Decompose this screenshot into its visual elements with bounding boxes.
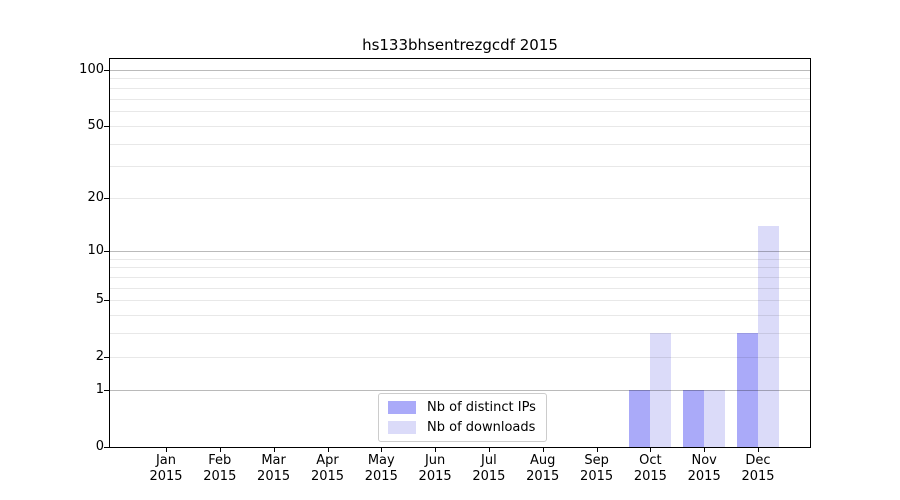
gridline-minor — [110, 143, 810, 145]
y-tick-label-1: 1 — [95, 381, 104, 397]
gridline-minor — [110, 287, 810, 289]
x-tick-label-jun: Jun 2015 — [403, 453, 467, 484]
gridline-minor — [110, 87, 810, 89]
year-label: 2015 — [687, 468, 721, 484]
x-tick-mark — [542, 447, 544, 452]
x-tick-mark — [704, 447, 706, 452]
month-label: Apr — [316, 453, 339, 468]
y-tick-mark — [104, 389, 109, 391]
month-label: Aug — [529, 453, 556, 468]
year-label: 2015 — [472, 468, 506, 484]
x-tick-label-feb: Feb 2015 — [188, 453, 252, 484]
month-label: Mar — [261, 453, 286, 468]
gridline-minor — [110, 111, 810, 112]
month-label: May — [367, 453, 395, 468]
chart-title: hs133bhsentrezgcdf 2015 — [362, 36, 558, 54]
year-label: 2015 — [257, 468, 291, 484]
gridline-minor — [110, 125, 810, 127]
bar-distinct-ips-nov — [683, 389, 705, 447]
y-tick-mark — [104, 300, 109, 302]
x-tick-label-sep: Sep 2015 — [565, 453, 629, 484]
legend-swatch-downloads — [388, 421, 416, 434]
gridline-minor — [110, 198, 810, 200]
gridline-major — [110, 250, 810, 252]
month-label: Feb — [208, 453, 232, 468]
y-tick-label-100: 100 — [79, 61, 104, 77]
year-label: 2015 — [418, 468, 452, 484]
year-label: 2015 — [310, 468, 345, 484]
y-tick-label-0: 0 — [95, 438, 104, 454]
gridline-minor — [110, 276, 810, 278]
year-label: 2015 — [741, 468, 775, 484]
gridline-minor — [110, 267, 810, 269]
y-tick-mark — [104, 125, 109, 127]
year-label: 2015 — [580, 468, 614, 484]
gridline-minor — [110, 98, 810, 100]
bar-downloads-oct — [650, 333, 672, 447]
legend-row: Nb of downloads — [388, 420, 536, 435]
gridline-minor — [110, 333, 810, 335]
legend: Nb of distinct IPs Nb of downloads — [378, 393, 547, 442]
bar-downloads-dec — [758, 225, 780, 447]
year-label: 2015 — [203, 468, 237, 484]
gridline-minor — [110, 258, 810, 260]
x-tick-label-jul: Jul 2015 — [457, 453, 521, 484]
y-tick-label-2: 2 — [95, 348, 104, 364]
y-tick-mark — [104, 356, 109, 358]
gridline-major — [110, 389, 810, 391]
month-label: Sep — [584, 453, 609, 468]
x-tick-mark — [273, 447, 275, 452]
bar-downloads-nov — [704, 389, 726, 447]
y-tick-mark — [104, 446, 109, 448]
month-label: Dec — [745, 453, 771, 468]
x-tick-mark — [650, 447, 652, 452]
y-tick-mark — [104, 198, 109, 200]
x-tick-label-apr: Apr 2015 — [296, 453, 360, 484]
year-label: 2015 — [633, 468, 667, 484]
x-tick-mark — [488, 447, 490, 452]
x-tick-mark — [596, 447, 598, 452]
x-tick-label-jan: Jan 2015 — [134, 453, 198, 484]
gridline-minor — [110, 300, 810, 302]
gridline-minor — [110, 166, 810, 168]
y-tick-mark — [104, 250, 109, 252]
month-label: Jul — [481, 453, 497, 468]
x-tick-label-may: May 2015 — [349, 453, 413, 484]
x-tick-mark — [435, 447, 437, 452]
x-tick-label-aug: Aug 2015 — [511, 453, 575, 484]
bar-distinct-ips-oct — [629, 389, 651, 447]
x-tick-mark — [166, 447, 167, 452]
month-label: Oct — [639, 453, 662, 468]
legend-row: Nb of distinct IPs — [388, 400, 536, 415]
year-label: 2015 — [149, 468, 183, 484]
y-tick-label-10: 10 — [87, 242, 104, 258]
y-tick-label-50: 50 — [87, 117, 104, 133]
x-tick-label-dec: Dec 2015 — [726, 453, 790, 484]
gridline-minor — [110, 356, 810, 358]
month-label: Jun — [424, 453, 446, 468]
x-tick-label-nov: Nov 2015 — [672, 453, 736, 484]
plot-area — [109, 58, 811, 448]
x-tick-mark — [327, 447, 329, 452]
gridline-minor — [110, 315, 810, 317]
y-tick-label-20: 20 — [87, 190, 104, 206]
gridline-major — [110, 69, 810, 71]
x-tick-label-oct: Oct 2015 — [618, 453, 682, 484]
month-label: Nov — [691, 453, 717, 468]
gridline-minor — [110, 78, 810, 80]
x-tick-mark — [381, 447, 383, 452]
y-tick-mark — [104, 69, 109, 71]
legend-label: Nb of distinct IPs — [427, 400, 536, 415]
legend-swatch-distinct-ips — [388, 401, 416, 414]
month-label: Jan — [155, 453, 177, 468]
bar-distinct-ips-dec — [737, 333, 759, 447]
x-tick-mark — [758, 447, 759, 452]
y-tick-label-5: 5 — [95, 292, 104, 308]
legend-label: Nb of downloads — [427, 420, 536, 435]
year-label: 2015 — [526, 468, 560, 484]
x-tick-label-mar: Mar 2015 — [242, 453, 306, 484]
x-tick-mark — [219, 447, 221, 452]
year-label: 2015 — [364, 468, 398, 484]
